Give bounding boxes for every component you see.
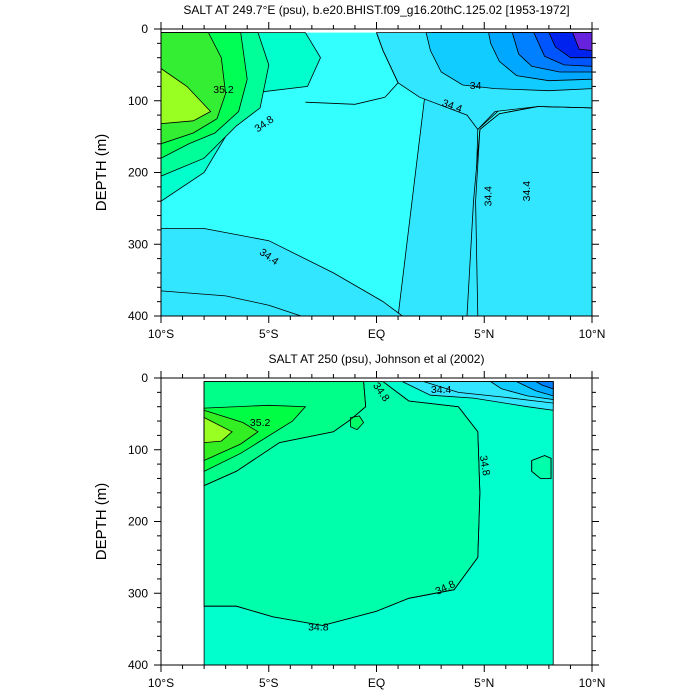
y-tick-label: 0 [141,22,148,36]
contour-label: 34.4 [431,384,452,396]
contour-line [475,106,593,317]
contour-line [203,381,367,486]
contour-label: 35.2 [213,84,234,96]
y-tick-label: 200 [128,166,148,180]
contour-label: 34.4 [521,181,533,202]
contour-region-35.1 [350,415,365,431]
contour-line [204,381,481,626]
contour-label: 34 [470,80,482,92]
contour-label: 34.8 [477,454,492,476]
contour-region-34.4 [466,106,593,317]
y-tick-label: 300 [128,586,148,600]
y-tick-label: 200 [128,515,148,529]
chart-title: SALT AT 250 (psu), Johnson et al (2002) [269,352,485,366]
contour-line [305,32,399,105]
contour-region-33.8 [534,381,554,390]
contour-label: 34.4 [482,186,494,207]
contour-label: 35.2 [250,417,271,429]
contour-region-35.4 [203,409,259,462]
x-tick-label: 5°N [474,676,494,690]
x-tick-label: EQ [368,327,385,341]
x-tick-label: 5°S [259,327,278,341]
y-tick-label: 400 [128,658,148,672]
contour-label: 34.8 [308,621,329,633]
x-tick-label: 10°S [148,327,174,341]
y-axis-label: DEPTH (m) [93,134,110,212]
contour-line [531,455,552,479]
y-axis-label: DEPTH (m) [93,483,110,561]
x-tick-label: EQ [368,676,385,690]
contour-region-35.6 [203,416,233,444]
y-tick-label: 300 [128,237,148,251]
chart-title: SALT AT 249.7°E (psu), b.e20.BHIST.f09_g… [183,3,569,17]
x-tick-label: 10°S [148,676,174,690]
y-tick-label: 0 [141,371,148,385]
x-tick-label: 5°N [474,327,494,341]
x-tick-label: 10°N [579,327,606,341]
y-tick-label: 400 [128,309,148,323]
y-tick-label: 100 [128,94,148,108]
x-tick-label: 5°S [259,676,278,690]
x-tick-label: 10°N [579,676,606,690]
contour-line [160,290,302,317]
y-tick-label: 100 [128,443,148,457]
